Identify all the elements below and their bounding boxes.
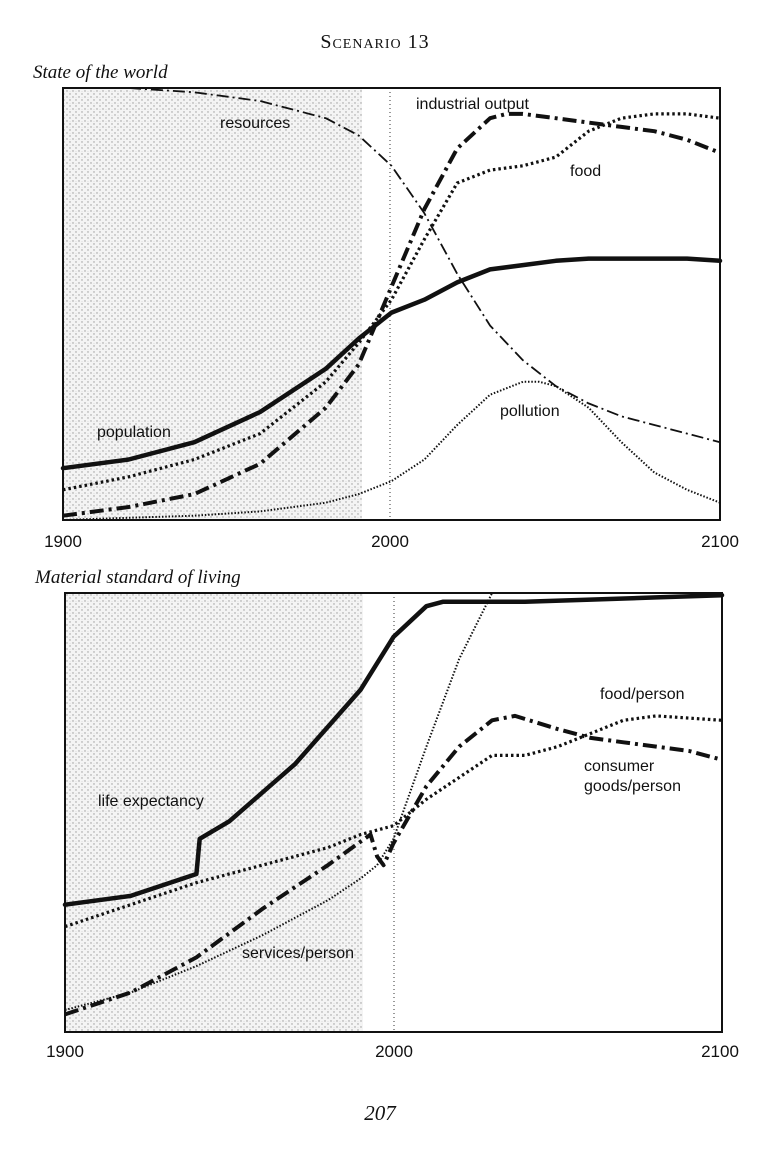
series-label-pollution: pollution [500, 403, 560, 420]
series-label-industrial-output: industrial output [416, 96, 530, 113]
series-layer [62, 592, 725, 1017]
series-label-population: population [97, 424, 171, 441]
x-tick-label: 2100 [701, 532, 739, 551]
series-label-food: food [570, 163, 601, 180]
series-label-resources: resources [220, 115, 290, 132]
series-line-resources [63, 87, 721, 444]
series-label-services-per-person: services/person [242, 945, 354, 962]
shaded-historical-region [65, 593, 363, 1032]
page-number: 207 [364, 1101, 397, 1125]
series-line-industrial-output [62, 111, 721, 518]
series-layer [60, 87, 723, 521]
state-of-the-world-chart: State of the world 1900 2000 2100 resour… [33, 62, 739, 551]
plot-frame [62, 87, 721, 521]
x-tick-label: 1900 [46, 1042, 84, 1061]
series-line-population [60, 256, 723, 471]
chart-title: State of the world [33, 62, 168, 83]
series-label-food-per-person: food/person [600, 686, 685, 703]
series-label-consumer-goods-per-person: consumer goods/person [584, 758, 681, 795]
series-line-consumer-goods-person [64, 713, 723, 1017]
series-line-food-person [64, 714, 723, 929]
scenario-title: Scenario 13 [320, 31, 429, 53]
x-tick-label: 1900 [44, 532, 82, 551]
series-line-life-expectancy [62, 592, 725, 907]
series-label-life-expectancy: life expectancy [98, 793, 204, 810]
x-tick-label: 2000 [371, 532, 409, 551]
chart-title: Material standard of living [34, 567, 241, 588]
material-standard-of-living-chart: Material standard of living 1900 2000 21… [34, 567, 739, 1061]
plot-frame [64, 592, 723, 1033]
shaded-historical-region [63, 88, 362, 520]
x-tick-label: 2000 [375, 1042, 413, 1061]
x-tick-label: 2100 [701, 1042, 739, 1061]
series-line-pollution [62, 380, 721, 521]
series-line-food [62, 112, 721, 492]
